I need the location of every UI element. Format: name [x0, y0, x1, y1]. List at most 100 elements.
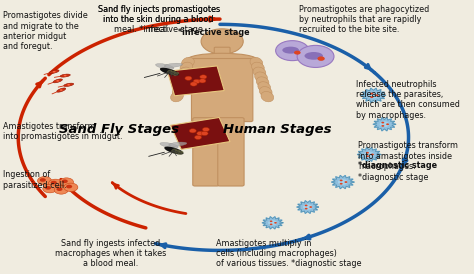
Ellipse shape — [172, 87, 185, 97]
Ellipse shape — [164, 63, 182, 67]
Text: Sand Fly Stages: Sand Fly Stages — [59, 123, 179, 136]
Text: Promastigotes divide
and migrate to the
anterior midgut
and foregut.: Promastigotes divide and migrate to the … — [3, 11, 88, 52]
Circle shape — [190, 82, 197, 86]
Circle shape — [202, 127, 210, 132]
Circle shape — [382, 125, 384, 127]
Circle shape — [310, 206, 312, 208]
Ellipse shape — [258, 82, 271, 92]
Ellipse shape — [64, 83, 73, 87]
Circle shape — [270, 221, 273, 222]
Circle shape — [48, 179, 63, 188]
Circle shape — [199, 79, 206, 83]
Text: Human Stages: Human Stages — [223, 123, 331, 136]
Ellipse shape — [170, 71, 176, 75]
Polygon shape — [297, 201, 319, 213]
Polygon shape — [357, 147, 381, 161]
Text: Sand fly injects promastigotes
into the skin during a blood
meal. *infective sta: Sand fly injects promastigotes into the … — [98, 5, 219, 35]
Text: Amastigotes multiply in
cells (including macrophages)
of various tissues. *diagn: Amastigotes multiply in cells (including… — [216, 239, 361, 268]
Text: Promastigotes are phagocytized
by neutrophils that are rapidly
recruited to the : Promastigotes are phagocytized by neutro… — [299, 5, 429, 35]
Circle shape — [276, 41, 309, 61]
Circle shape — [340, 183, 343, 185]
Circle shape — [64, 183, 78, 192]
Ellipse shape — [155, 64, 174, 69]
Text: Sand fly injects promastigotes
into the skin during a blood
meal.: Sand fly injects promastigotes into the … — [98, 5, 219, 35]
Circle shape — [59, 178, 73, 186]
Circle shape — [364, 152, 374, 158]
Circle shape — [66, 185, 72, 188]
Circle shape — [381, 122, 384, 124]
Ellipse shape — [177, 72, 190, 82]
Circle shape — [51, 181, 57, 184]
Circle shape — [201, 131, 208, 136]
Circle shape — [366, 152, 369, 154]
Ellipse shape — [173, 72, 179, 76]
Text: Amastigotes transform
into promastigotes in midgut.: Amastigotes transform into promastigotes… — [3, 122, 122, 141]
Circle shape — [53, 71, 55, 73]
Ellipse shape — [250, 57, 263, 68]
Text: Infected neutrophils
release the parasites,
which are then consumed
by macrophag: Infected neutrophils release the parasit… — [356, 79, 460, 120]
Circle shape — [386, 123, 389, 125]
Circle shape — [193, 79, 200, 84]
Text: *infective stage: *infective stage — [178, 28, 249, 37]
Circle shape — [54, 186, 68, 194]
Text: Promastigotes transform
into amastigotes inside
macrophages.
*diagnostic stage: Promastigotes transform into amastigotes… — [358, 141, 458, 181]
Circle shape — [294, 51, 301, 55]
Ellipse shape — [256, 77, 269, 87]
Circle shape — [189, 129, 196, 133]
Ellipse shape — [255, 72, 267, 82]
Circle shape — [67, 84, 70, 86]
Ellipse shape — [178, 151, 183, 155]
Ellipse shape — [164, 147, 183, 155]
Circle shape — [318, 56, 325, 61]
Ellipse shape — [259, 87, 272, 97]
Ellipse shape — [180, 62, 193, 73]
Ellipse shape — [60, 74, 70, 77]
Circle shape — [370, 93, 374, 95]
FancyBboxPatch shape — [191, 59, 253, 122]
Circle shape — [274, 222, 277, 224]
Circle shape — [37, 176, 52, 185]
Ellipse shape — [174, 82, 186, 92]
Circle shape — [345, 181, 347, 183]
Text: Ingestion of
parasitized cell.: Ingestion of parasitized cell. — [3, 170, 66, 190]
Polygon shape — [373, 118, 396, 131]
Polygon shape — [361, 88, 386, 102]
Polygon shape — [262, 217, 283, 229]
FancyBboxPatch shape — [214, 47, 230, 57]
Circle shape — [268, 220, 277, 226]
Circle shape — [185, 76, 192, 80]
Circle shape — [305, 205, 308, 206]
Circle shape — [340, 179, 343, 181]
Circle shape — [375, 94, 378, 96]
Text: *diagnostic stage: *diagnostic stage — [358, 161, 437, 170]
Circle shape — [60, 89, 63, 91]
Circle shape — [371, 153, 374, 155]
FancyBboxPatch shape — [218, 118, 244, 186]
Circle shape — [338, 179, 347, 185]
Circle shape — [270, 224, 273, 225]
Circle shape — [197, 131, 204, 136]
Ellipse shape — [283, 47, 299, 54]
Circle shape — [368, 92, 379, 98]
Circle shape — [303, 204, 312, 210]
Circle shape — [40, 178, 46, 182]
Ellipse shape — [304, 52, 323, 60]
Circle shape — [297, 45, 334, 67]
Circle shape — [194, 135, 201, 139]
Ellipse shape — [187, 53, 257, 66]
Polygon shape — [331, 175, 354, 189]
Ellipse shape — [261, 92, 273, 102]
Circle shape — [305, 208, 308, 210]
Ellipse shape — [169, 142, 187, 146]
Ellipse shape — [253, 67, 266, 77]
Ellipse shape — [160, 68, 179, 76]
Ellipse shape — [167, 70, 173, 74]
Circle shape — [64, 75, 66, 76]
Ellipse shape — [182, 57, 194, 68]
Ellipse shape — [53, 79, 63, 83]
Circle shape — [201, 29, 243, 54]
Circle shape — [366, 155, 369, 157]
Polygon shape — [167, 66, 224, 96]
Circle shape — [56, 80, 59, 82]
Circle shape — [56, 187, 63, 191]
